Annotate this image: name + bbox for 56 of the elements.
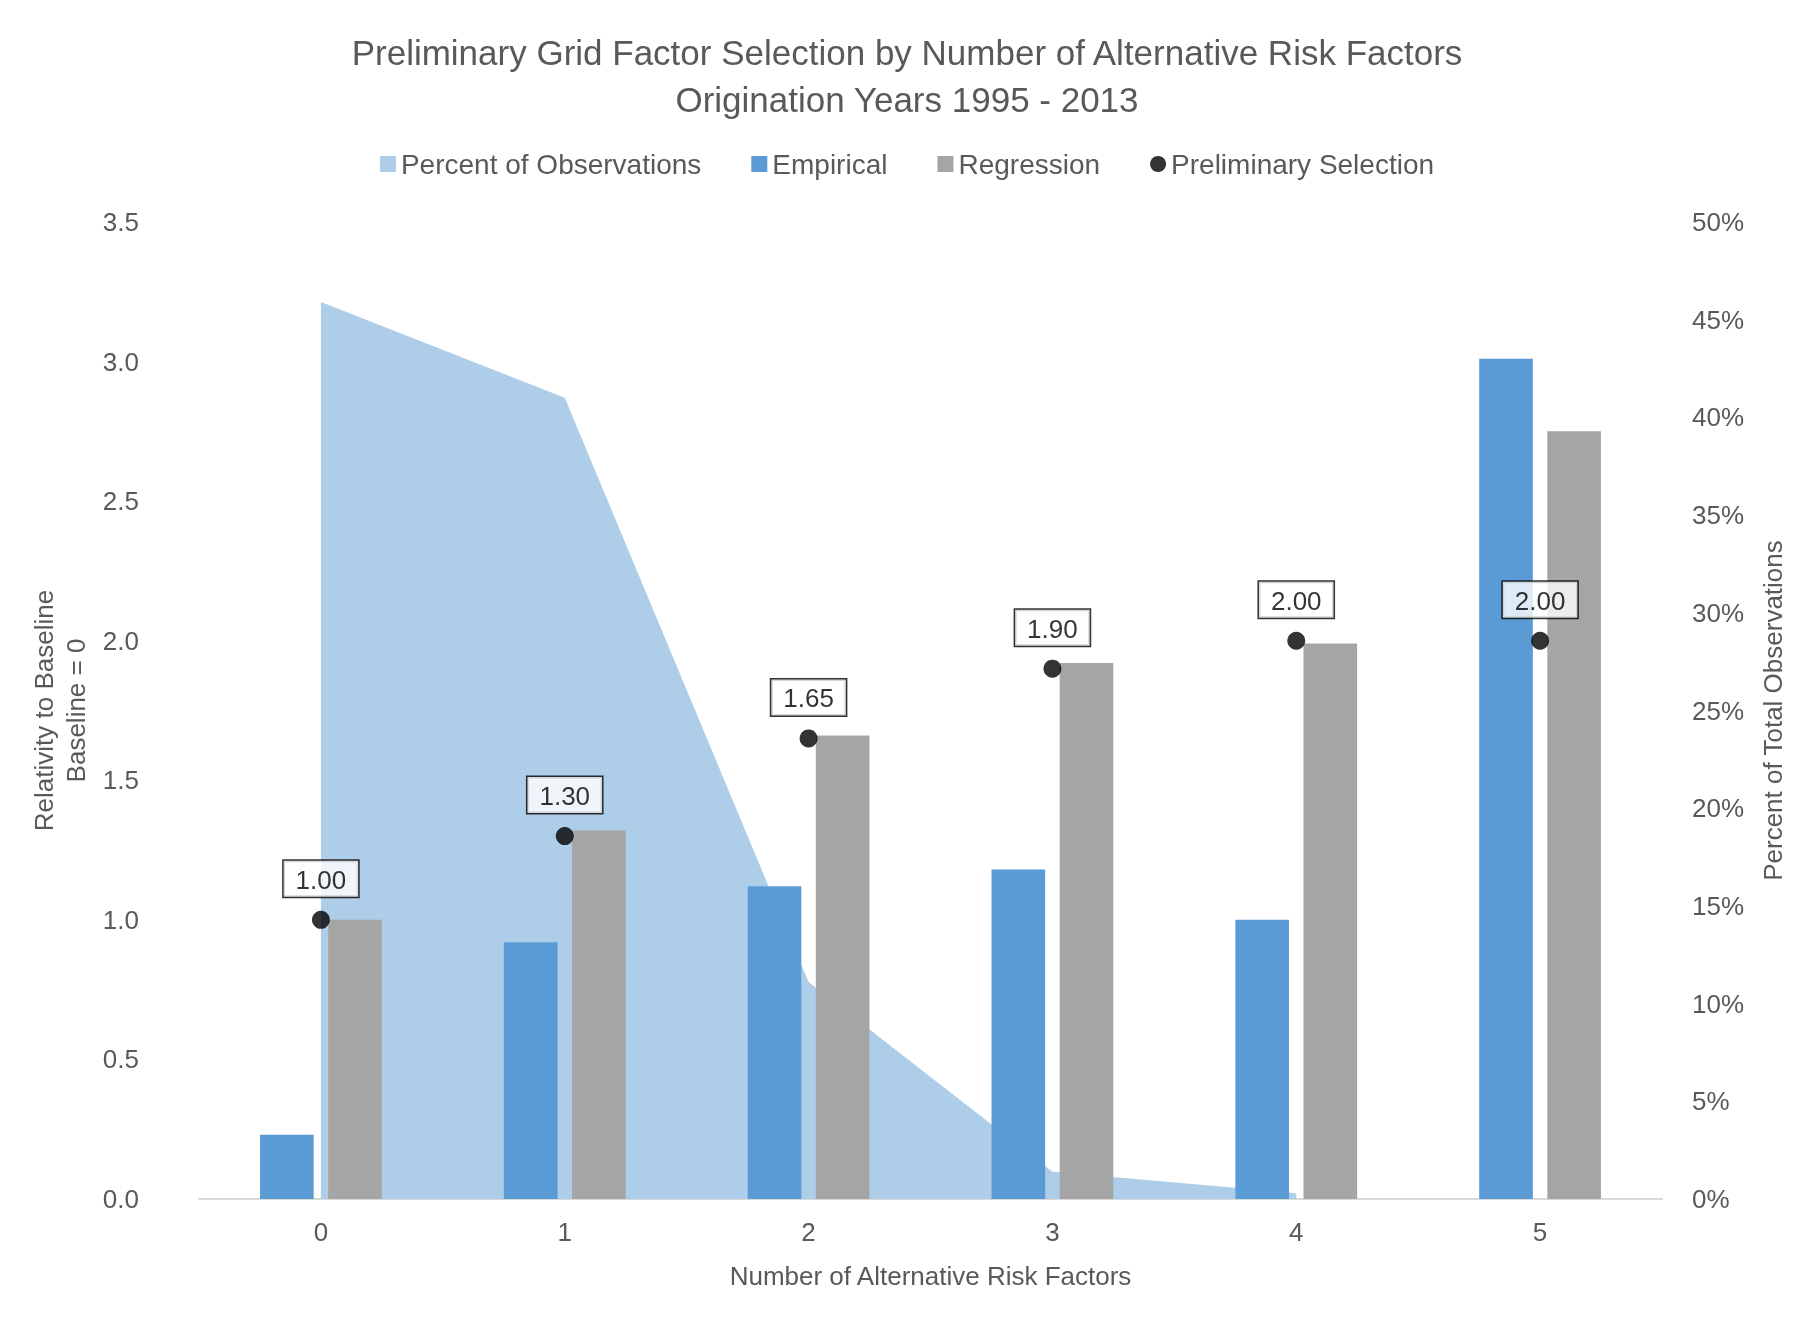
y-tick-label: 1.5 xyxy=(102,765,139,796)
y-tick-label: 3.0 xyxy=(102,346,139,377)
y-axis-title: Relativity to Baseline Baseline = 0 xyxy=(28,589,91,832)
chart-subtitle: Origination Years 1995 - 2013 xyxy=(675,80,1139,119)
legend-label: Regression xyxy=(958,148,1101,180)
x-tick-label: 1 xyxy=(557,1217,572,1247)
bar xyxy=(503,942,558,1199)
bar xyxy=(747,886,802,1199)
y2-tick-label: 30% xyxy=(1692,597,1745,628)
point xyxy=(1287,631,1306,650)
data-label: 1.00 xyxy=(295,864,347,895)
x-tick-label: 4 xyxy=(1289,1217,1304,1247)
y-tick-label: 0.0 xyxy=(102,1184,139,1214)
data-label: 2.00 xyxy=(1514,585,1566,616)
x-tick-label: 5 xyxy=(1532,1217,1548,1247)
bar xyxy=(815,735,870,1199)
data-label: 1.30 xyxy=(539,781,591,812)
x-tick-label: 3 xyxy=(1045,1217,1060,1247)
y-tick-label: 0.5 xyxy=(102,1044,139,1075)
point xyxy=(1043,659,1062,678)
bar xyxy=(1059,663,1114,1199)
point xyxy=(799,729,818,748)
x-axis-title: Number of Alternative Risk Factors xyxy=(729,1261,1132,1291)
legend-label: Percent of Observations xyxy=(400,148,702,180)
point xyxy=(555,827,574,846)
bar xyxy=(260,1134,314,1199)
bar xyxy=(1303,643,1358,1199)
legend-label: Preliminary Selection xyxy=(1171,148,1435,180)
x-tick-label: 2 xyxy=(801,1217,816,1247)
y2-tick-label: 10% xyxy=(1692,988,1745,1019)
y2-tick-label: 15% xyxy=(1692,890,1745,921)
y2-tick-label: 5% xyxy=(1692,1086,1730,1117)
y2-tick-label: 40% xyxy=(1692,402,1745,433)
legend-label: Empirical xyxy=(772,148,888,180)
y-tick-label: 2.0 xyxy=(102,625,139,656)
y2-tick-label: 0% xyxy=(1692,1184,1730,1214)
point xyxy=(311,910,330,929)
bar xyxy=(571,830,626,1199)
y-tick-label: 1.0 xyxy=(102,904,139,935)
y2-axis-title: Percent of Total Observations xyxy=(1758,540,1788,881)
y2-tick-label: 20% xyxy=(1692,793,1745,824)
data-label: 1.65 xyxy=(783,683,834,714)
y-tick-label: 2.5 xyxy=(102,486,139,517)
y2-tick-label: 45% xyxy=(1692,304,1745,335)
y2-tick-label: 35% xyxy=(1692,500,1745,531)
bar xyxy=(328,919,382,1199)
point xyxy=(1531,631,1550,650)
chart-title: Preliminary Grid Factor Selection by Number of Alternative Risk Factors xyxy=(351,33,1463,72)
data-label: 1.90 xyxy=(1027,613,1078,644)
bar xyxy=(991,869,1046,1199)
x-tick-label: 0 xyxy=(313,1217,329,1247)
data-label: 2.00 xyxy=(1270,585,1322,616)
y-tick-label: 3.5 xyxy=(102,207,139,237)
y2-tick-label: 25% xyxy=(1692,695,1745,726)
bar xyxy=(1235,919,1290,1199)
y2-tick-label: 50% xyxy=(1692,207,1745,237)
